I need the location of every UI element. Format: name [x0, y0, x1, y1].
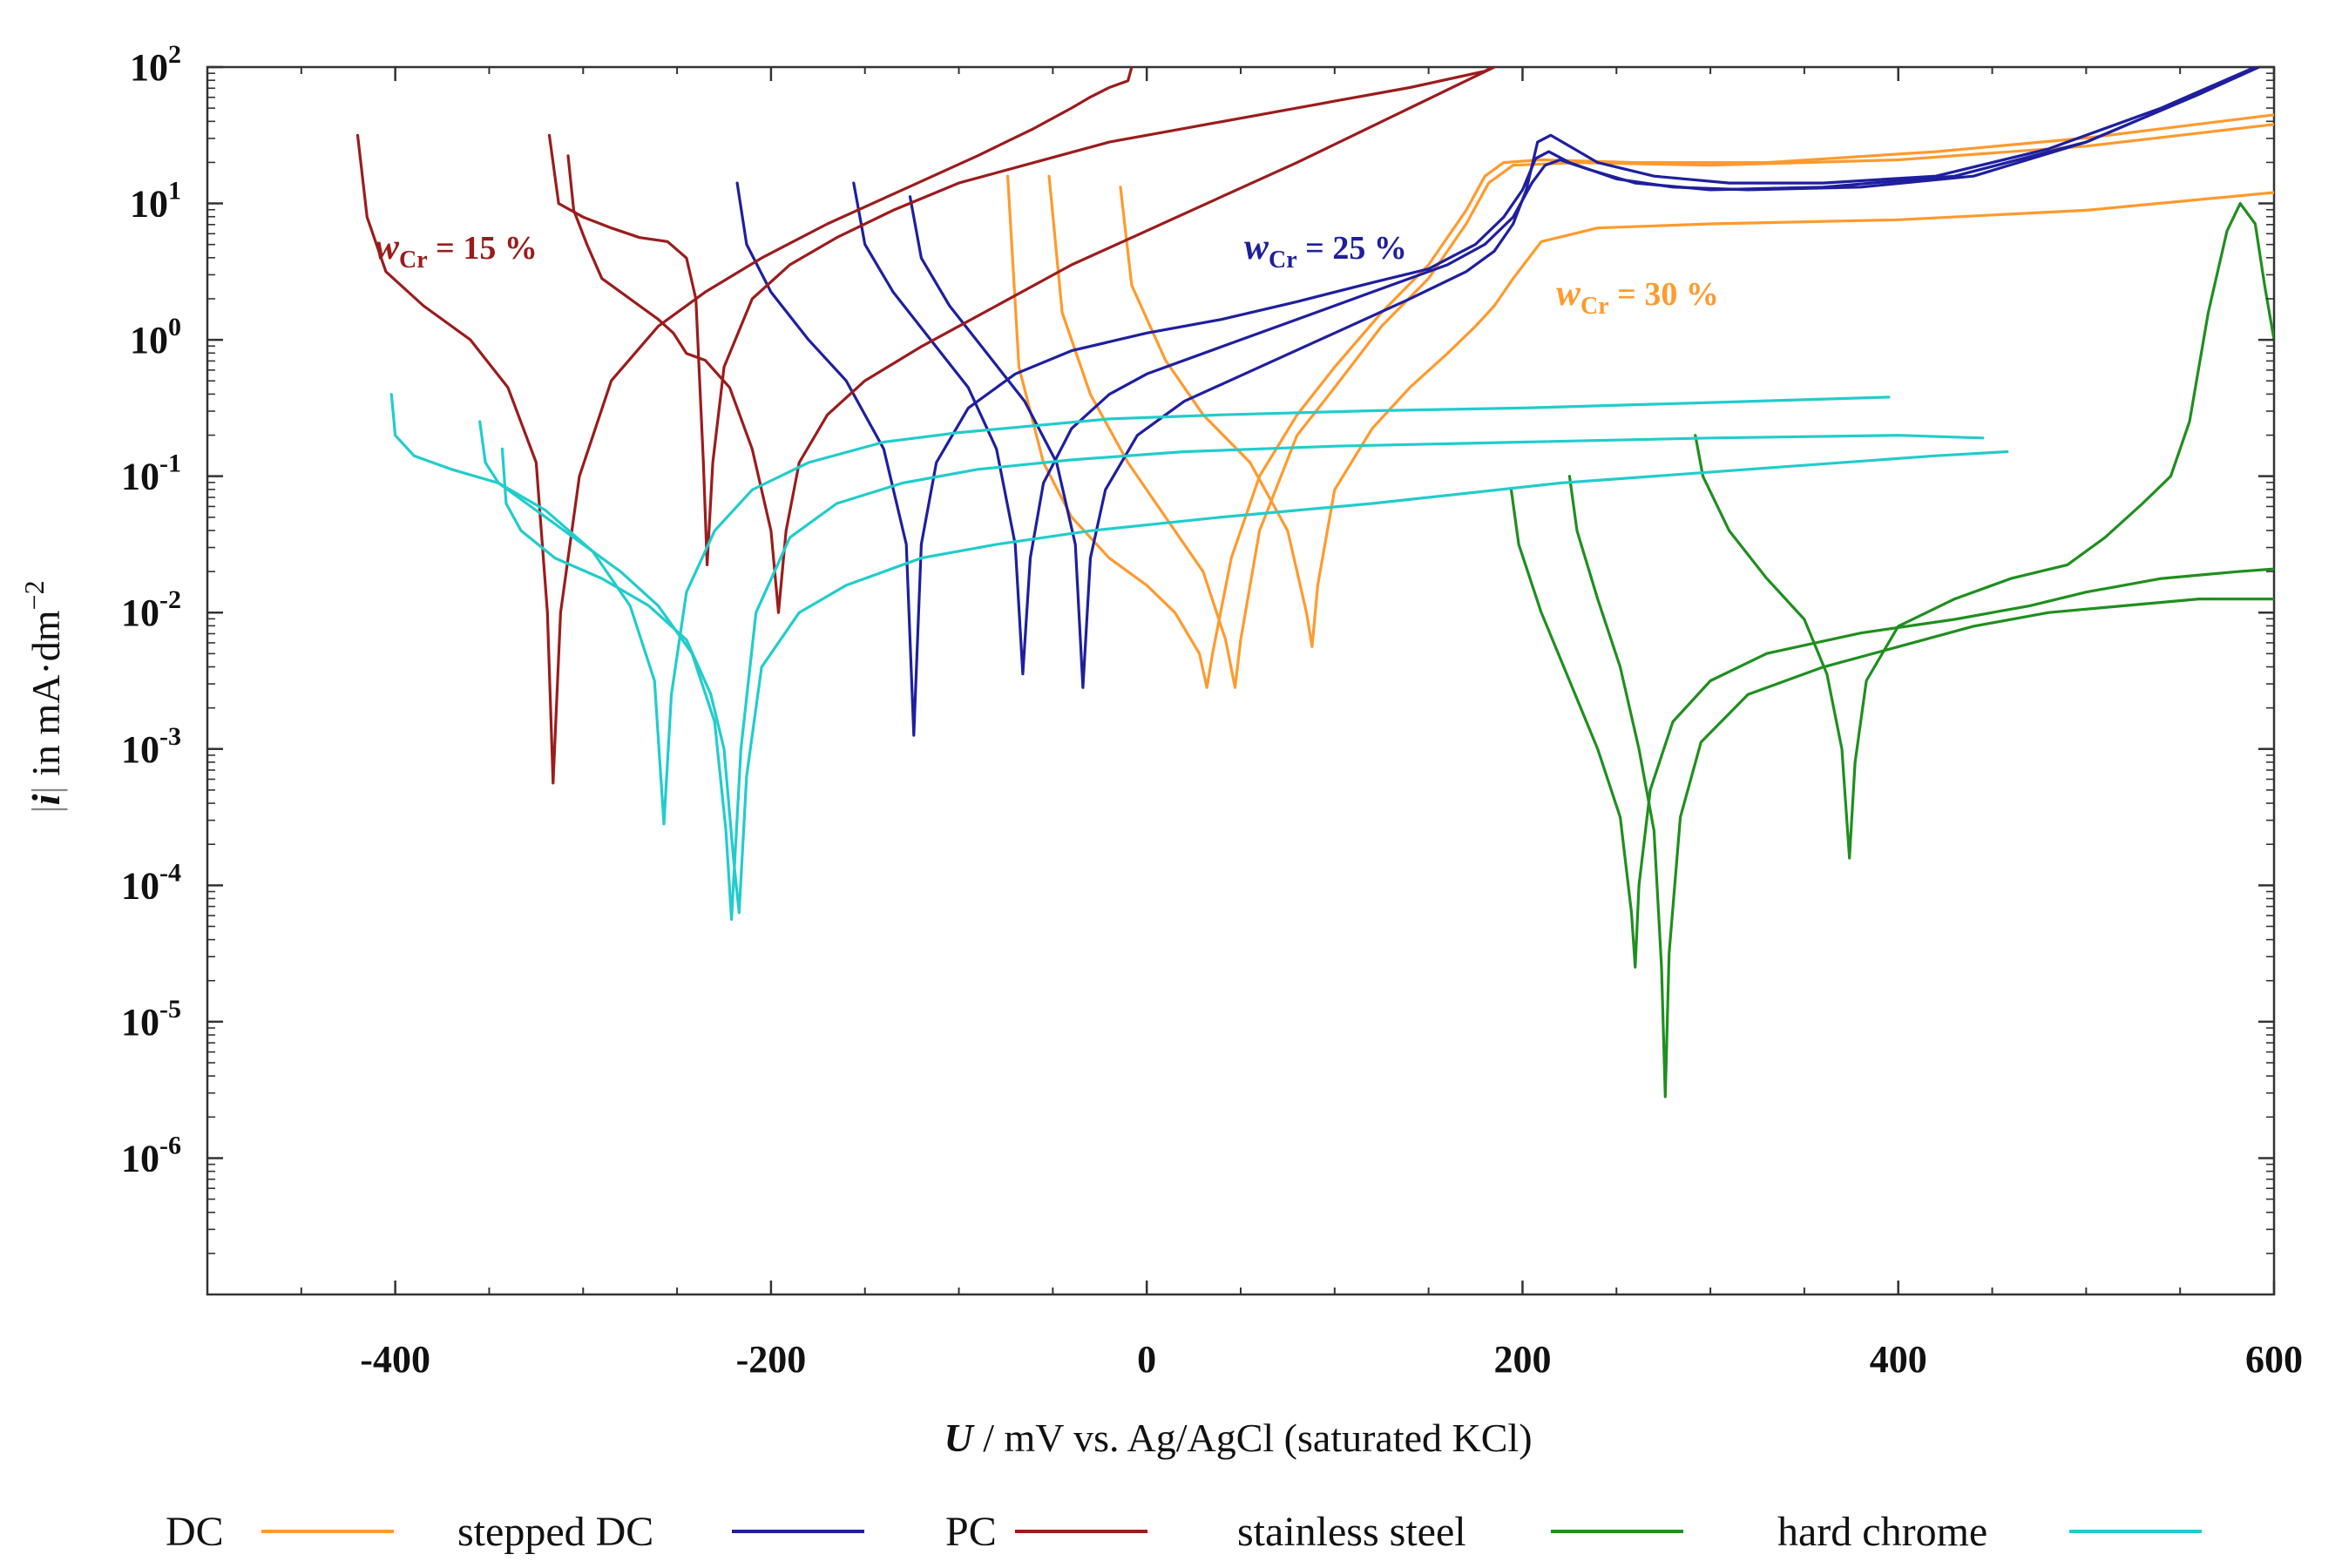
x-axis-label-var: U — [944, 1416, 975, 1460]
series-line-stepped-dc-3 — [908, 67, 2257, 689]
series-line-stainless-steel-2 — [1567, 475, 2274, 1098]
series-line-dc-3 — [1119, 186, 2274, 648]
x-tick-label: 200 — [1493, 1338, 1551, 1381]
y-tick-label: 10-5 — [121, 995, 181, 1044]
ticks-layer: -400 -200 0 200 400 600 102 101 100 10-1 10-2 10-3 1… — [121, 40, 2303, 1381]
legend-label: PC — [945, 1509, 997, 1555]
x-axis-label: U / mV vs. Ag/AgCl (saturated KCl) — [944, 1416, 1532, 1460]
x-tick-label: 0 — [1137, 1338, 1156, 1381]
series-line-pc-2 — [547, 67, 1494, 566]
y-tick-label: 102 — [130, 40, 181, 89]
series-line-pc-1 — [355, 67, 1134, 785]
legend-label: DC — [166, 1509, 224, 1555]
series-line-hard-chrome-3 — [500, 447, 2009, 915]
y-axis-label: |i| in mA·dm−2 — [18, 580, 68, 813]
legend: DC stepped DC PC stainless steel hard chrome — [166, 1509, 2202, 1555]
series-line-stainless-steel-3 — [1694, 202, 2274, 860]
annotation-wcr: wCr = 30 % — [1556, 274, 1719, 320]
series-line-hard-chrome-2 — [478, 420, 1985, 922]
x-tick-label: 600 — [2245, 1338, 2303, 1381]
y-tick-label: 10-4 — [121, 858, 181, 907]
y-tick-label: 10-3 — [121, 722, 181, 771]
legend-label: stepped DC — [457, 1509, 653, 1555]
x-tick-label: -400 — [360, 1338, 430, 1381]
series-line-stepped-dc-2 — [852, 67, 2263, 676]
y-axis-label-exp: −2 — [18, 580, 50, 610]
y-axis-label-var: i — [24, 794, 68, 805]
x-axis-label-rest: / mV vs. Ag/AgCl (saturated KCl) — [973, 1416, 1533, 1460]
series-line-stainless-steel-1 — [1509, 488, 2274, 969]
series-line-pc-3 — [566, 67, 1496, 614]
y-tick-label: 10-2 — [121, 585, 181, 634]
y-axis-label-rest: in mA·dm — [24, 610, 68, 786]
y-tick-label: 101 — [130, 177, 181, 226]
legend-label: hard chrome — [1777, 1509, 1987, 1555]
x-tick-label: -200 — [736, 1338, 807, 1381]
annotation-wcr: wCr = 25 % — [1244, 227, 1407, 274]
y-tick-label: 10-6 — [121, 1131, 181, 1179]
series-line-dc-1 — [1006, 113, 2274, 689]
legend-label: stainless steel — [1237, 1509, 1466, 1555]
y-tick-label: 100 — [130, 313, 181, 362]
series-line-hard-chrome-1 — [389, 393, 1891, 826]
annotation-wcr: wCr = 15 % — [375, 227, 538, 274]
annotation-layer: wCr = 15 % wCr = 25 % wCr = 30 % — [375, 227, 1719, 320]
series-layer — [355, 67, 2274, 1098]
x-tick-label: 400 — [1870, 1338, 1927, 1381]
y-tick-label: 10-1 — [121, 449, 181, 498]
